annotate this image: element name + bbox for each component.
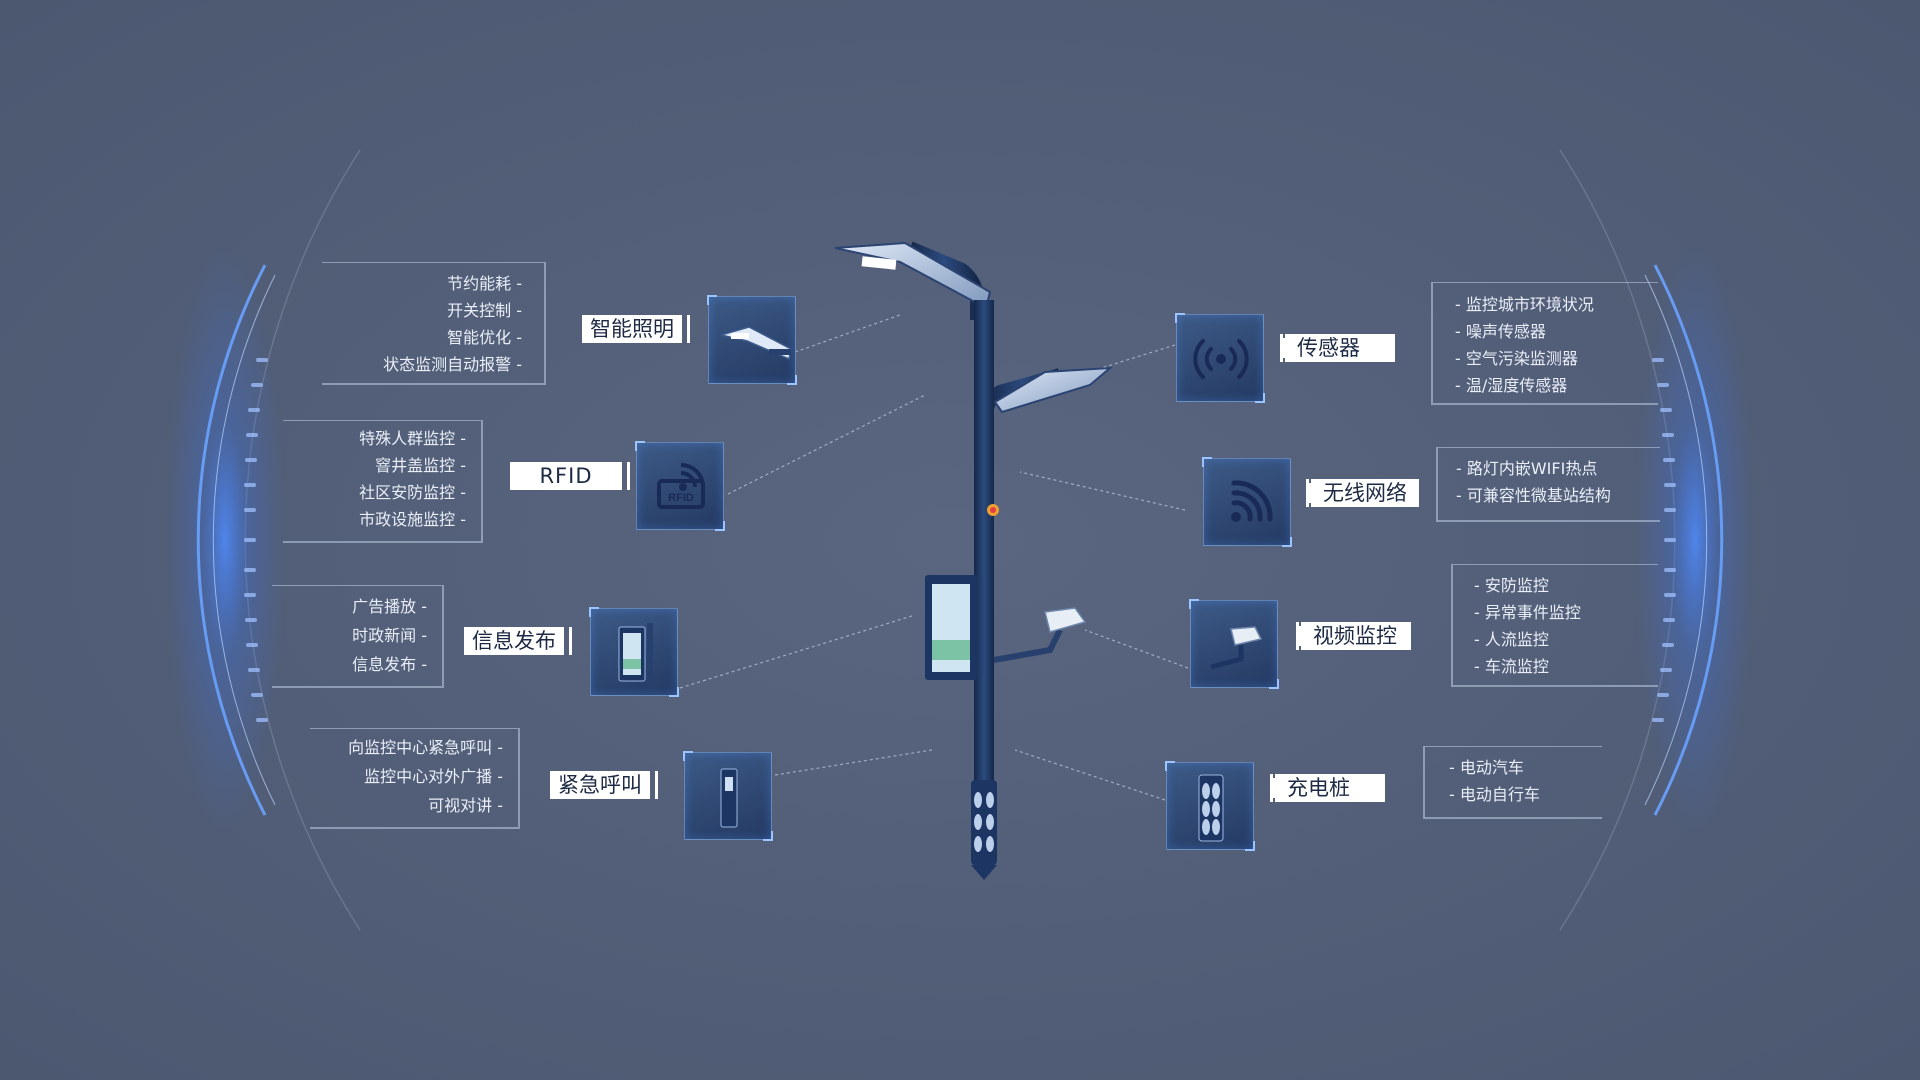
sensor-feature-4: - 温/湿度传感器: [1455, 376, 1568, 395]
wifi-feature-1: - 路灯内嵌WIFI热点: [1456, 459, 1598, 478]
info-feature-list: 广告播放 - 时政新闻 - 信息发布 -: [272, 592, 427, 679]
sensor-label: 传感器: [1280, 334, 1395, 362]
rfid-feature-list: 特殊人群监控 - 窨井盖监控 - 社区安防监控 - 市政设施监控 -: [283, 425, 466, 533]
sensor-feature-1: - 监控城市环境状况: [1455, 295, 1594, 314]
wifi-feature-2: - 可兼容性微基站结构: [1456, 486, 1611, 505]
sensor-feature-list: - 监控城市环境状况 - 噪声传感器 - 空气污染监测器 - 温/湿度传感器: [1455, 291, 1655, 399]
smart-pole-illustration: [834, 241, 1113, 880]
charging-feature-1: - 电动汽车: [1449, 758, 1524, 777]
lighting-list-bracket: [322, 262, 546, 385]
emergency-list-bracket: [310, 728, 520, 829]
lighting-feature-4: 状态监测自动报警 -: [383, 355, 522, 374]
rfid-list-bracket: [283, 420, 483, 543]
charging-list-bracket: [1423, 746, 1602, 819]
signal-broadcast-icon: [1193, 339, 1249, 379]
wifi-icon-box: [1202, 457, 1292, 547]
video-feature-1: - 安防监控: [1474, 576, 1549, 595]
sensor-icon-box: [1175, 313, 1265, 403]
wifi-label: 无线网络: [1306, 479, 1419, 507]
sensor-feature-2: - 噪声传感器: [1455, 322, 1546, 341]
video-feature-4: - 车流监控: [1474, 657, 1549, 676]
lighting-feature-2: 开关控制 -: [447, 301, 522, 320]
info-label: 信息发布: [464, 627, 572, 655]
info-feature-2: 时政新闻 -: [352, 626, 427, 645]
emergency-feature-2: 监控中心对外广播 -: [364, 767, 503, 786]
rfid-feature-4: 市政设施监控 -: [359, 510, 466, 529]
wifi-signal-icon: [1231, 480, 1273, 522]
rfid-feature-3: 社区安防监控 -: [359, 483, 466, 502]
right-glow-arc: [1635, 240, 1755, 840]
wifi-list-bracket: [1436, 447, 1660, 522]
video-list-bracket: [1451, 564, 1658, 687]
charging-label: 充电桩: [1270, 774, 1385, 802]
video-feature-2: - 异常事件监控: [1474, 603, 1581, 622]
emergency-feature-1: 向监控中心紧急呼叫 -: [348, 738, 503, 757]
charging-feature-2: - 电动自行车: [1449, 785, 1540, 804]
sensor-list-bracket: [1431, 282, 1658, 405]
wifi-feature-list: - 路灯内嵌WIFI热点 - 可兼容性微基站结构: [1456, 455, 1656, 509]
connector-lines: [679, 314, 1189, 801]
lighting-feature-list: 节约能耗 - 开关控制 - 智能优化 - 状态监测自动报警 -: [322, 270, 522, 378]
lighting-label: 智能照明: [582, 315, 690, 343]
emergency-feature-3: 可视对讲 -: [428, 796, 503, 815]
emergency-feature-list: 向监控中心紧急呼叫 - 监控中心对外广播 - 可视对讲 -: [290, 733, 503, 820]
left-glow-arc: [165, 240, 285, 840]
rfid-feature-1: 特殊人群监控 -: [359, 429, 466, 448]
info-feature-1: 广告播放 -: [352, 597, 427, 616]
cctv-camera-icon: [1210, 626, 1263, 670]
info-feature-3: 信息发布 -: [352, 655, 427, 674]
charging-icon-box: [1165, 761, 1255, 851]
sensor-feature-3: - 空气污染监测器: [1455, 349, 1578, 368]
lighting-feature-1: 节约能耗 -: [447, 274, 522, 293]
emergency-label: 紧急呼叫: [550, 771, 658, 799]
info-list-bracket: [272, 585, 444, 688]
rfid-icon-text: RFID: [668, 492, 694, 504]
video-label: 视频监控: [1296, 622, 1411, 650]
video-feature-list: - 安防监控 - 异常事件监控 - 人流监控 - 车流监控: [1474, 572, 1654, 680]
rfid-icon-box: RFID: [635, 441, 725, 531]
video-icon-box: [1189, 599, 1279, 689]
rfid-tag-icon: RFID: [657, 463, 705, 509]
call-pillar-icon: [720, 768, 738, 828]
right-arc-ticks: [1652, 358, 1676, 722]
charging-feature-list: - 电动汽车 - 电动自行车: [1449, 754, 1609, 808]
charging-post-icon: [1198, 774, 1224, 842]
rfid-feature-2: 窨井盖监控 -: [375, 456, 466, 475]
emergency-icon-box: [683, 751, 773, 841]
left-arc-ticks: [244, 358, 268, 722]
display-screen-icon: [618, 623, 653, 685]
lighting-icon-box: [707, 295, 797, 385]
rfid-label: RFID: [510, 462, 630, 490]
lighting-feature-3: 智能优化 -: [447, 328, 522, 347]
info-icon-box: [589, 607, 679, 697]
video-feature-3: - 人流监控: [1474, 630, 1549, 649]
street-lamp-head-icon: [720, 326, 792, 361]
